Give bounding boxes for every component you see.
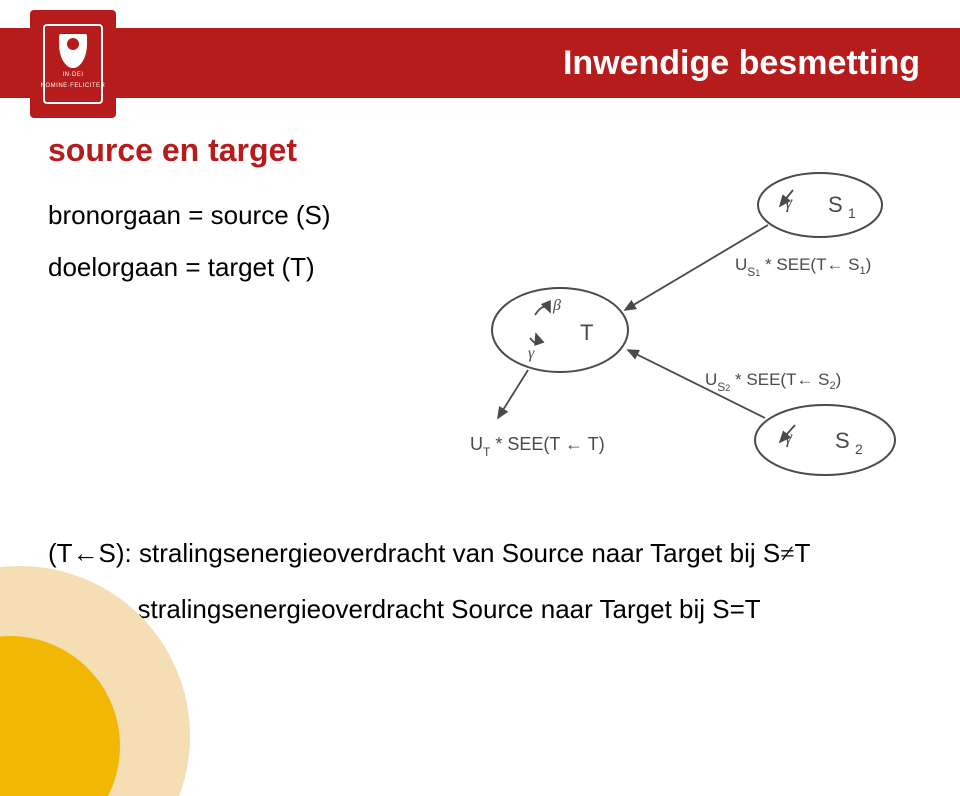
- university-logo: IN·DEI NOMINE·FELICITER: [30, 10, 116, 118]
- slide-subtitle: source en target: [48, 132, 297, 169]
- svg-text:US2 * SEE(T← S2): US2 * SEE(T← S2): [705, 370, 841, 395]
- definition-source: bronorgaan = source (S): [48, 200, 331, 231]
- svg-text:2: 2: [855, 441, 863, 457]
- header-title: Inwendige besmetting: [563, 44, 920, 83]
- energy-transfer-diagram: T β γ γ S 1 γ S 2 UT * SEE(T ← T) US1 * …: [450, 160, 920, 490]
- logo-text-top: IN·DEI: [63, 72, 84, 79]
- svg-text:β: β: [552, 297, 561, 314]
- header-bar: Inwendige besmetting: [0, 28, 960, 98]
- svg-text:US1 * SEE(T← S1): US1 * SEE(T← S1): [735, 255, 871, 280]
- svg-text:S: S: [828, 192, 843, 217]
- definition-target: doelorgaan = target (T): [48, 252, 315, 283]
- node-T-label: T: [580, 320, 593, 345]
- logo-text-bottom: NOMINE·FELICITER: [41, 83, 106, 90]
- corner-decoration: [0, 496, 240, 796]
- svg-text:γ: γ: [785, 427, 793, 447]
- svg-text:1: 1: [848, 205, 856, 221]
- svg-text:UT * SEE(T ← T): UT * SEE(T ← T): [470, 434, 605, 460]
- svg-text:γ: γ: [528, 345, 535, 362]
- svg-text:S: S: [835, 428, 850, 453]
